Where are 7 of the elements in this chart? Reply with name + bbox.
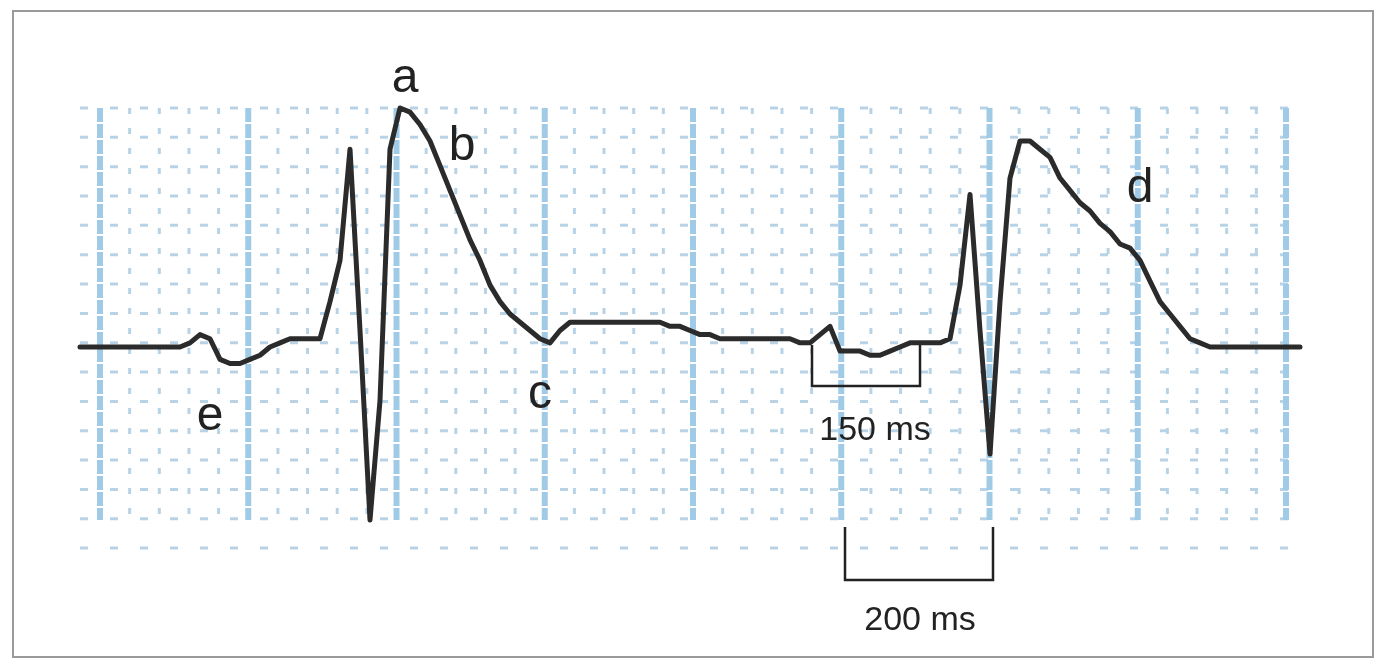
annotation: d [1126, 159, 1154, 212]
annotation: 150 ms [819, 409, 931, 447]
text: 200 ms [864, 599, 976, 637]
annotation: c [528, 365, 552, 418]
annotation: e [196, 387, 224, 440]
text: a [391, 49, 419, 102]
annotation: b [448, 117, 476, 170]
